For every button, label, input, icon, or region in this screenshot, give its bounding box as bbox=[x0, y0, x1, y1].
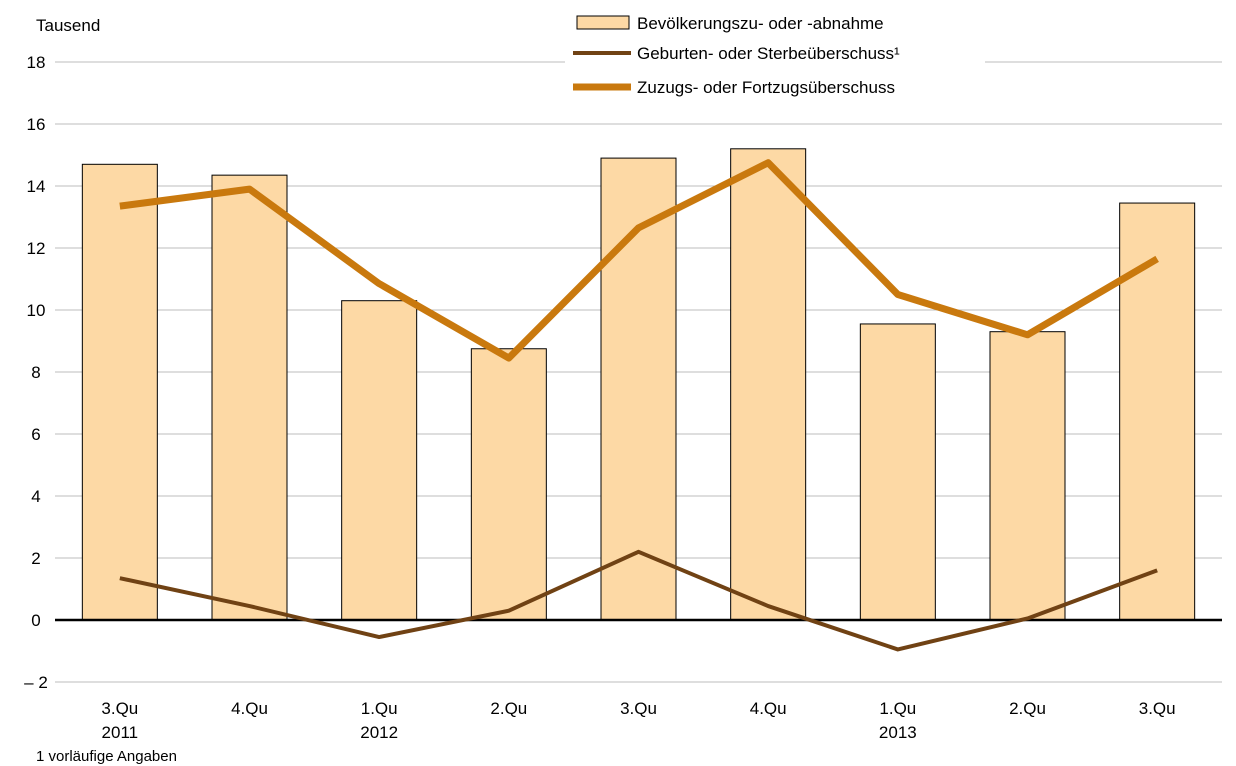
legend: Bevölkerungszu- oder -abnahme Geburten- o… bbox=[565, 8, 985, 102]
y-tick-label: 8 bbox=[31, 363, 40, 382]
y-axis-unit-label: Tausend bbox=[36, 16, 100, 35]
x-axis-tick-labels: 3.Qu 2011 4.Qu 1.Qu 2012 2.Qu 3.Qu 4.Qu 1.Qu 2013… bbox=[101, 699, 1175, 742]
bar bbox=[81, 163, 158, 621]
bar bbox=[859, 323, 936, 621]
bar bbox=[341, 300, 418, 621]
legend-label: Geburten- oder Sterbeüberschuss¹ bbox=[637, 44, 900, 63]
x-tick-label: 4.Qu bbox=[231, 699, 268, 718]
bar bbox=[600, 157, 677, 621]
x-tick-label: 3.Qu bbox=[1139, 699, 1176, 718]
bar bbox=[470, 348, 547, 621]
bar bbox=[211, 174, 288, 621]
x-tick-label: 3.Qu bbox=[620, 699, 657, 718]
legend-background bbox=[565, 8, 985, 102]
y-tick-label: 0 bbox=[31, 611, 40, 630]
y-tick-label: – 2 bbox=[24, 673, 48, 692]
line-series bbox=[119, 159, 1159, 652]
series-line bbox=[119, 549, 1158, 652]
x-tick-year-label: 2012 bbox=[360, 723, 398, 742]
y-tick-label: 14 bbox=[27, 177, 46, 196]
bar bbox=[1119, 202, 1196, 621]
y-tick-label: 18 bbox=[27, 53, 46, 72]
x-tick-label: 1.Qu bbox=[879, 699, 916, 718]
bar-series bbox=[81, 148, 1196, 621]
x-tick-label: 4.Qu bbox=[750, 699, 787, 718]
y-tick-label: 10 bbox=[27, 301, 46, 320]
y-tick-label: 2 bbox=[31, 549, 40, 568]
bar bbox=[730, 148, 807, 621]
series-line bbox=[119, 159, 1159, 362]
x-tick-year-label: 2011 bbox=[102, 723, 139, 742]
x-tick-label: 2.Qu bbox=[1009, 699, 1046, 718]
legend-swatch-bar bbox=[576, 15, 630, 30]
legend-label: Bevölkerungszu- oder -abnahme bbox=[637, 14, 884, 33]
y-tick-label: 16 bbox=[27, 115, 46, 134]
x-tick-label: 3.Qu bbox=[101, 699, 138, 718]
legend-label: Zuzugs- oder Fortzugsüberschuss bbox=[637, 78, 895, 97]
x-tick-year-label: 2013 bbox=[879, 723, 917, 742]
y-tick-label: 4 bbox=[31, 487, 40, 506]
y-axis-tick-labels: – 2 0 2 4 6 8 10 12 14 16 18 bbox=[24, 53, 48, 692]
x-tick-label: 2.Qu bbox=[490, 699, 527, 718]
footnote: 1 vorläufige Angaben bbox=[36, 748, 177, 765]
y-tick-label: 12 bbox=[27, 239, 46, 258]
x-tick-label: 1.Qu bbox=[361, 699, 398, 718]
bar bbox=[989, 331, 1066, 621]
y-tick-label: 6 bbox=[31, 425, 40, 444]
